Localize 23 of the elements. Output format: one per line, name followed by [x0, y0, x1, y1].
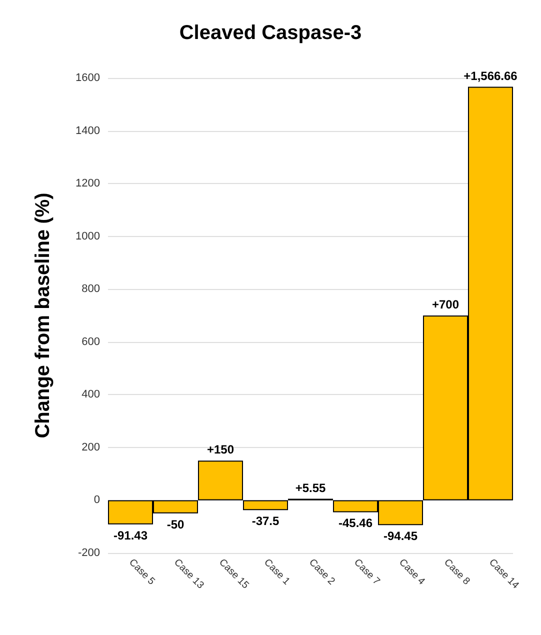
- y-tick-label: 1600: [76, 72, 100, 84]
- y-tick-label: 1000: [76, 230, 100, 242]
- data-label: -37.5: [252, 514, 280, 528]
- y-tick-label: 600: [82, 336, 100, 348]
- y-tick-label: 800: [82, 283, 100, 296]
- y-tick-label: -200: [78, 547, 100, 559]
- data-label: -50: [166, 517, 184, 532]
- data-label: -45.46: [338, 516, 373, 530]
- data-label: +5.55: [295, 480, 326, 495]
- bar: [198, 460, 243, 500]
- y-tick-label: 1200: [76, 178, 100, 190]
- y-tick-label: 0: [94, 494, 100, 506]
- data-label: +700: [432, 298, 460, 312]
- y-axis-title: Change from baseline (%): [32, 192, 54, 438]
- y-tick-label: 1400: [76, 124, 100, 137]
- y-tick-label: 400: [82, 388, 100, 401]
- data-label: +1,566.66: [464, 68, 518, 83]
- data-label: -94.45: [383, 529, 418, 544]
- chart-title: Cleaved Caspase-3: [179, 22, 362, 44]
- data-label: -91.43: [113, 528, 148, 542]
- y-tick-label: 200: [82, 441, 100, 454]
- bar: [243, 500, 288, 510]
- data-label: +150: [206, 442, 234, 457]
